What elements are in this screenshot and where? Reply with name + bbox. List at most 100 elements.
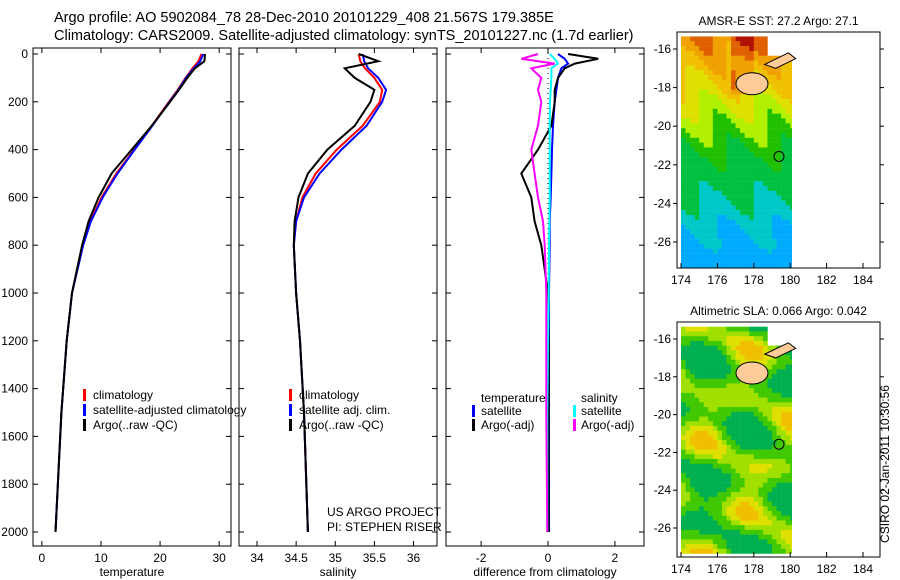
map-cell [781, 234, 786, 240]
series-line-argo-raw-qc- [54, 53, 206, 533]
map-cell [776, 200, 782, 206]
map-cell [690, 477, 695, 483]
map-cell [781, 454, 786, 460]
map-cell [717, 200, 723, 206]
map-cell [753, 459, 759, 465]
plot-frame-0 [32, 47, 232, 547]
map-cell [731, 340, 736, 346]
map-cell [708, 89, 714, 95]
map-cell [758, 336, 764, 342]
map-cell [740, 515, 745, 521]
map-cell [712, 359, 718, 365]
map-cell [731, 243, 736, 249]
map-cell [772, 421, 777, 427]
map-cell [740, 219, 745, 225]
map-cell [712, 506, 718, 512]
map-cell [726, 506, 732, 512]
map-cell [731, 118, 736, 124]
map-cell [694, 190, 700, 196]
map-cell [685, 402, 691, 408]
map-cell [744, 263, 750, 269]
map-cell [681, 392, 686, 398]
map-cell [717, 36, 723, 42]
map-cell [781, 104, 786, 110]
map-cell [767, 210, 773, 216]
map-cell [721, 99, 727, 105]
map-cell [690, 350, 695, 356]
map-cell [726, 539, 732, 545]
y-tick-label: 1600 [1, 429, 28, 443]
map-cell [721, 359, 727, 365]
map-cell [740, 137, 745, 143]
map-cell [685, 123, 691, 129]
map-cell [726, 36, 732, 42]
x-tick-label: 20 [153, 551, 167, 565]
map-cell [690, 65, 695, 71]
map-cell [758, 326, 764, 332]
map-cell [699, 336, 704, 342]
map-cell [685, 364, 691, 370]
map-cell [721, 65, 727, 71]
map-cell [744, 501, 750, 507]
map-cell [762, 99, 768, 105]
map-cell [712, 539, 718, 545]
map-cell [703, 355, 709, 361]
map-cell [690, 258, 695, 264]
map-cell [762, 468, 768, 474]
map-cell [694, 36, 700, 42]
map-cell [749, 219, 755, 225]
map-cell [753, 210, 759, 216]
map-cell [740, 388, 745, 394]
map-cell [726, 147, 732, 153]
map-cell [753, 55, 759, 61]
map-cell [762, 515, 768, 521]
map-cell [699, 94, 704, 100]
map-cell [690, 407, 695, 413]
map-cell [785, 544, 791, 550]
map-cell [712, 258, 718, 264]
map-cell [762, 128, 768, 134]
map-cell [685, 425, 691, 431]
map-cell [703, 161, 709, 167]
x-tick-label: 35 [329, 551, 343, 565]
legend-label: Argo(..raw -QC) [93, 418, 178, 432]
map-cell [694, 186, 700, 192]
map-cell [726, 65, 732, 71]
map-cell [717, 55, 723, 61]
land-viti-levu [735, 72, 769, 96]
map-cell [758, 515, 764, 521]
map-cell [712, 171, 718, 177]
map-cell [758, 166, 764, 172]
map-title: Altimetric SLA: 0.066 Argo: 0.042 [690, 304, 867, 318]
map-cell [703, 157, 709, 163]
map-cell [776, 548, 782, 554]
map-cell [703, 435, 709, 441]
map-cell [735, 402, 741, 408]
map-cell [708, 487, 714, 493]
map-cell [721, 46, 727, 52]
map-cell [753, 501, 759, 507]
map-cell [740, 477, 745, 483]
map-cell [699, 364, 704, 370]
map-cell [758, 510, 764, 516]
map-cell [785, 359, 791, 365]
map-cell [717, 364, 723, 370]
map-cell [726, 440, 732, 446]
map-cell [703, 331, 709, 337]
map-cell [712, 397, 718, 403]
map-cell [781, 388, 786, 394]
map-cell [744, 477, 750, 483]
map-cell [758, 411, 764, 417]
map-cell [721, 496, 727, 502]
map-cell [767, 444, 773, 450]
map-cell [735, 331, 741, 337]
map-cell [690, 41, 695, 47]
map-cell [740, 534, 745, 540]
map-cell [690, 147, 695, 153]
map-cell [708, 364, 714, 370]
map-cell [785, 373, 791, 379]
map-cell [776, 214, 782, 220]
map-cell [694, 411, 700, 417]
map-cell [758, 94, 764, 100]
map-cell [740, 224, 745, 230]
